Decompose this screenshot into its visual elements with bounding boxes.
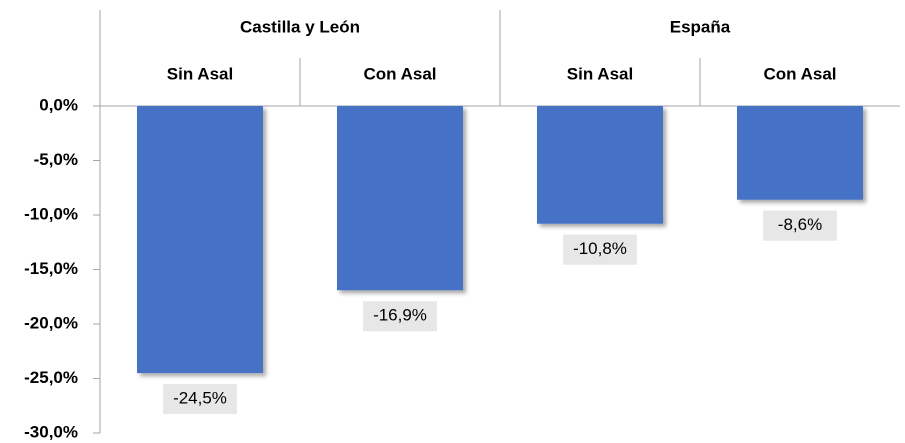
y-tick-label: -25,0% xyxy=(24,368,78,387)
x-tick-label: Con Asal xyxy=(763,64,836,83)
data-label-box xyxy=(163,384,237,415)
y-tick-label: 0,0% xyxy=(39,95,78,114)
x-tick-label: Sin Asal xyxy=(567,64,633,83)
group-label: España xyxy=(670,17,731,36)
bar xyxy=(537,106,663,224)
data-label: -16,9% xyxy=(373,306,427,325)
y-tick-label: -10,0% xyxy=(24,204,78,223)
bar xyxy=(337,106,463,291)
data-label-box xyxy=(363,301,437,332)
y-tick-label: -15,0% xyxy=(24,259,78,278)
y-tick-label: -5,0% xyxy=(34,150,78,169)
x-tick-label: Sin Asal xyxy=(167,64,233,83)
data-label-box xyxy=(763,210,837,241)
data-label: -10,8% xyxy=(573,239,627,258)
data-label-box xyxy=(563,234,637,265)
bar xyxy=(737,106,863,200)
group-label: Castilla y León xyxy=(240,17,360,36)
y-tick-label: -20,0% xyxy=(24,313,78,332)
data-label: -24,5% xyxy=(173,389,227,408)
y-tick-label: -30,0% xyxy=(24,422,78,441)
data-label: -8,6% xyxy=(778,215,822,234)
bar xyxy=(137,106,263,374)
x-tick-label: Con Asal xyxy=(363,64,436,83)
